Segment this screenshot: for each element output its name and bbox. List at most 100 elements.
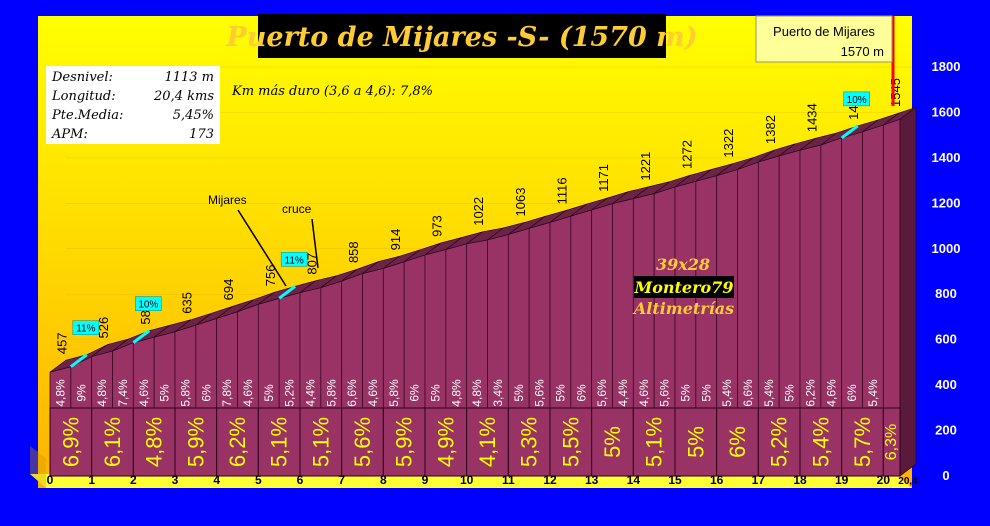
y-tick-label: 1400 — [932, 150, 961, 165]
km-grade-label: 5,9% — [183, 417, 208, 467]
x-tick-label: 18 — [793, 473, 807, 487]
stats-row: Longitud: 20,4 kms — [51, 89, 214, 104]
x-tick-label: 17 — [752, 473, 766, 487]
altitude-label: 694 — [221, 279, 236, 301]
half-km-grade-label: 6,6% — [345, 379, 359, 407]
km-grade-box — [716, 407, 759, 477]
x-tick-label: 14 — [627, 473, 641, 487]
markers-layer: 11% 10% 11% 10% — [69, 91, 870, 368]
altitude-label: 635 — [180, 292, 195, 314]
steep-marker-line — [132, 329, 151, 344]
x-tick-label: 6 — [297, 473, 304, 487]
km-grade-box — [882, 407, 901, 477]
half-km-grade-label: 5,6% — [658, 379, 672, 407]
stats-label: Longitud: — [51, 89, 116, 104]
altitude-label: 526 — [96, 317, 111, 339]
x-tick-label: 3 — [172, 473, 179, 487]
x-tick-label: 8 — [380, 473, 387, 487]
half-km-grade-label: 4,8% — [470, 379, 484, 407]
half-km-grade-label: 5,6% — [595, 379, 609, 407]
half-km-grades-layer: 4,8% 9% 4,8% 7,4% 4,6% 5% 5,8% 6% 7,8% 4,6% 5% 5,2%… — [53, 379, 880, 407]
half-km-grade-label: 5,4% — [762, 379, 776, 407]
steep-marker-box — [280, 252, 308, 267]
plot-floor — [30, 474, 912, 488]
km-grade-box — [216, 407, 259, 477]
x-tick-label: 9 — [422, 473, 429, 487]
credit-author: Montero79 — [634, 278, 734, 297]
half-km-grade-label: 9% — [74, 384, 88, 402]
km-grades-layer: 6,9% 6,1% 4,8% 5,9% 6,2% 5,1% 5,1% 5,6% 5,9% 4,9%… — [49, 407, 901, 477]
y-tick-label: 1800 — [932, 59, 961, 74]
y-tick-label: 800 — [935, 286, 957, 301]
hardest-km-note: Km más duro (3,6 a 4,6): 7,8% — [231, 84, 433, 99]
x-tick-label: 15 — [668, 473, 682, 487]
steep-marker-line — [840, 124, 859, 140]
km-grade-label: 6,2% — [225, 417, 250, 467]
half-km-grade-label: 4,8% — [449, 379, 463, 407]
altitude-label: 858 — [346, 241, 361, 263]
km-grade-box — [382, 407, 426, 477]
steep-marker-box — [135, 296, 162, 311]
altitude-label: 1171 — [596, 164, 611, 192]
place-pointer — [237, 209, 287, 287]
km-grade-box — [549, 407, 593, 477]
steep-marker-line — [69, 353, 88, 368]
y-tick-label: 400 — [935, 377, 957, 392]
altitude-label: 807 — [305, 253, 320, 275]
place-label: cruce — [282, 202, 312, 216]
chart-title: Puerto de Mijares -S- (1570 m) — [225, 22, 697, 53]
x-tick-label: 2 — [130, 473, 137, 487]
stats-row: APM: 173 — [51, 127, 214, 142]
km-grade-box — [49, 407, 93, 477]
km-grade-box — [757, 407, 801, 477]
summit-box — [755, 15, 893, 63]
km-grade-box — [174, 407, 218, 477]
km-grade-label: 5,6% — [350, 417, 375, 467]
half-km-grade-label: 5,8% — [387, 379, 401, 407]
stats-label: APM: — [51, 127, 88, 142]
y-tick-label: 200 — [935, 423, 957, 438]
altitude-label: 1434 — [805, 103, 820, 132]
x-tick-label: 20,4 — [898, 476, 918, 487]
km-grade-box — [91, 407, 134, 477]
steep-marker-label: 10% — [847, 95, 867, 106]
km-grade-label: 5,4% — [808, 417, 833, 467]
bar-top — [883, 106, 917, 126]
steep-marker-box — [843, 91, 870, 107]
half-km-grade-label: 5,8% — [324, 379, 338, 407]
half-km-grade-label: 4,6% — [137, 379, 151, 407]
stats-value: 173 — [189, 127, 214, 142]
stats-value: 20,4 kms — [153, 89, 214, 104]
km-grade-label: 5,1% — [642, 417, 667, 467]
half-km-grade-label: 4,6% — [637, 379, 651, 407]
half-km-grade-label: 4,8% — [95, 379, 109, 407]
stats-value: 1113 m — [164, 70, 214, 85]
credit-size: 39x28 — [656, 255, 710, 274]
altitude-label: 1322 — [721, 129, 736, 158]
km-grade-box — [341, 407, 384, 477]
altitude-label: 1063 — [513, 188, 528, 217]
stats-table: Desnivel: 1113 m Longitud: 20,4 kms Pte.Medi… — [51, 70, 214, 142]
x-tick-label: 10 — [460, 473, 474, 487]
altitude-label: 973 — [430, 215, 445, 237]
plot-left-wall — [30, 446, 46, 488]
km-grade-box — [799, 407, 843, 477]
place-label: Mijares — [208, 193, 247, 207]
bar-right-face — [899, 106, 917, 477]
steep-marker-line — [278, 285, 297, 300]
half-km-grade-label: 3,4% — [491, 379, 505, 407]
half-km-grade-label: 5% — [783, 384, 797, 402]
stats-box — [46, 66, 220, 144]
y-axis: 0 200 400 600 800 1000 1200 1400 1600 1800 — [932, 59, 961, 483]
steep-marker-label: 11% — [76, 324, 95, 335]
km-grade-label: 4,9% — [433, 417, 458, 467]
km-grade-label: 5,9% — [392, 417, 417, 467]
km-grade-label: 5,5% — [558, 417, 583, 467]
half-km-grade-label: 4,6% — [241, 379, 255, 407]
altitude-label: 1545 — [888, 78, 903, 107]
x-tick-label: 20 — [877, 473, 891, 487]
km-grade-box — [257, 407, 301, 477]
title-box — [258, 14, 666, 58]
km-grade-label: 5,1% — [308, 417, 333, 467]
place-pointer — [311, 218, 319, 269]
